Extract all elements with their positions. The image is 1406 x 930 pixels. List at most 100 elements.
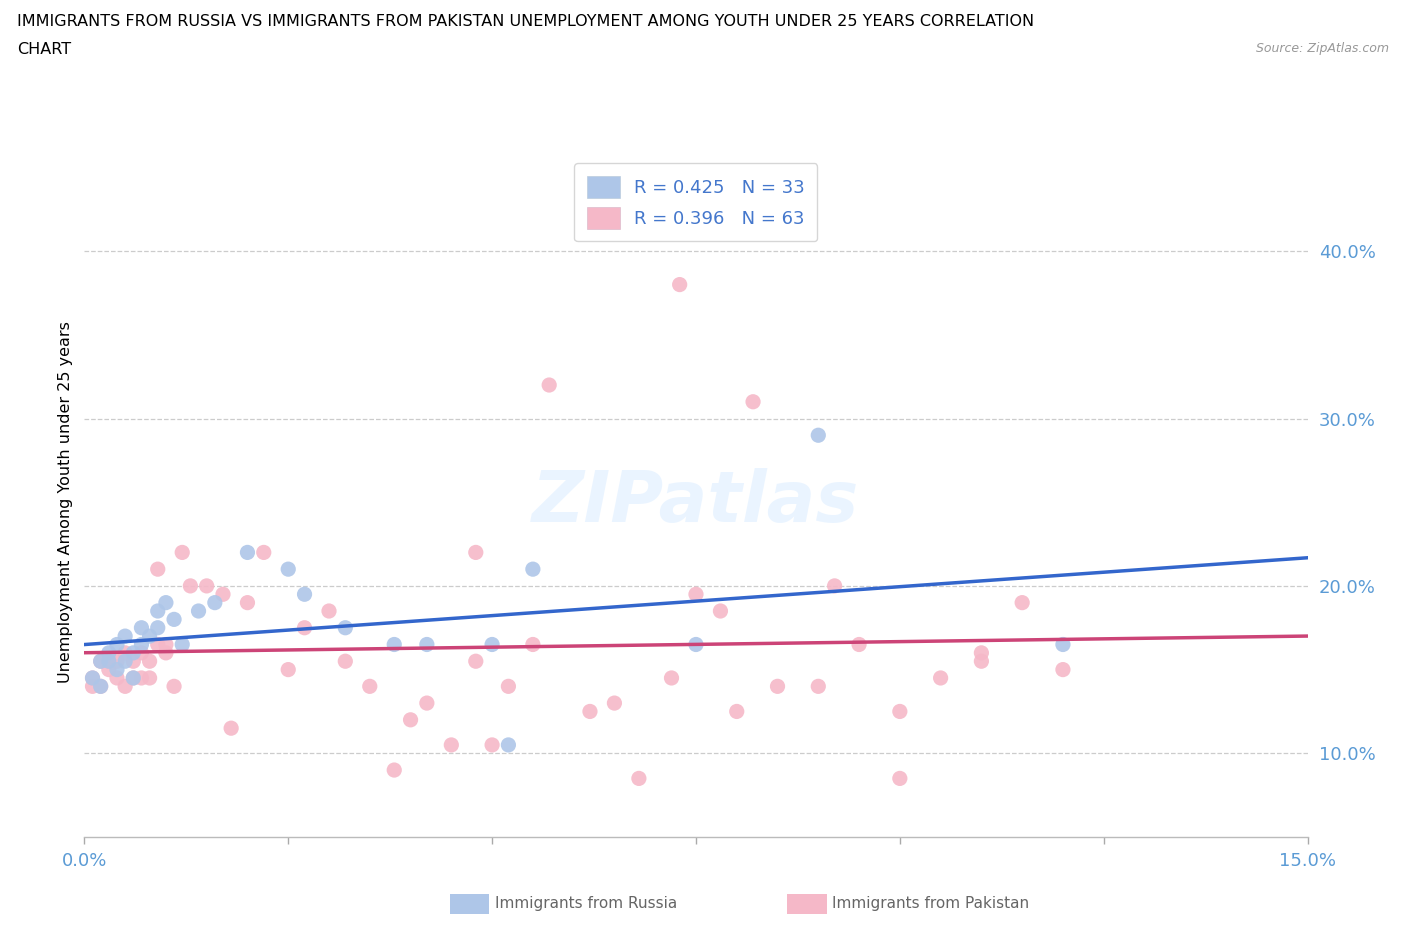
Point: [661, 671, 683, 685]
Text: Source: ZipAtlas.com: Source: ZipAtlas.com: [1256, 42, 1389, 55]
Point: [82, 671, 104, 685]
Point: [204, 595, 226, 610]
Point: [163, 612, 186, 627]
Point: [522, 637, 544, 652]
Point: [90, 654, 112, 669]
Point: [90, 679, 112, 694]
Point: [294, 587, 316, 602]
Point: [138, 654, 160, 669]
Point: [131, 620, 153, 635]
Point: [105, 662, 128, 677]
Point: [90, 679, 112, 694]
Point: [146, 604, 169, 618]
Point: [481, 637, 503, 652]
Point: [187, 604, 209, 618]
Point: [105, 671, 128, 685]
Point: [172, 637, 194, 652]
Point: [318, 604, 340, 618]
Point: [97, 645, 120, 660]
Point: [627, 771, 650, 786]
Text: Immigrants from Pakistan: Immigrants from Pakistan: [832, 897, 1029, 911]
Point: [131, 637, 153, 652]
Point: [114, 679, 136, 694]
Point: [709, 604, 731, 618]
Point: [277, 662, 299, 677]
Point: [498, 679, 520, 694]
Point: [155, 645, 177, 660]
Point: [1052, 662, 1074, 677]
Point: [668, 277, 690, 292]
Point: [131, 671, 153, 685]
Point: [685, 587, 707, 602]
Point: [416, 637, 439, 652]
Point: [464, 654, 486, 669]
Point: [82, 671, 104, 685]
Point: [146, 562, 169, 577]
Point: [522, 562, 544, 577]
Point: [416, 696, 439, 711]
Point: [122, 654, 145, 669]
Point: [277, 562, 299, 577]
Point: [155, 637, 177, 652]
Point: [146, 620, 169, 635]
Point: [122, 671, 145, 685]
Point: [889, 704, 911, 719]
Point: [155, 595, 177, 610]
Point: [253, 545, 276, 560]
Point: [90, 654, 112, 669]
Point: [212, 587, 235, 602]
Point: [138, 671, 160, 685]
Point: [122, 645, 145, 660]
Point: [179, 578, 201, 593]
Point: [685, 637, 707, 652]
Point: [97, 654, 120, 669]
Point: [82, 679, 104, 694]
Point: [105, 654, 128, 669]
Point: [97, 654, 120, 669]
Point: [970, 645, 993, 660]
Point: [359, 679, 381, 694]
Point: [219, 721, 242, 736]
Point: [929, 671, 952, 685]
Point: [807, 679, 830, 694]
Point: [848, 637, 870, 652]
Point: [138, 629, 160, 644]
Point: [742, 394, 765, 409]
Point: [538, 378, 561, 392]
Text: ZIPatlas: ZIPatlas: [533, 468, 859, 537]
Point: [294, 620, 316, 635]
Point: [114, 654, 136, 669]
Legend: R = 0.425   N = 33, R = 0.396   N = 63: R = 0.425 N = 33, R = 0.396 N = 63: [575, 163, 817, 242]
Point: [399, 712, 422, 727]
Point: [824, 578, 846, 593]
Point: [236, 545, 259, 560]
Point: [1011, 595, 1033, 610]
Point: [131, 645, 153, 660]
Point: [603, 696, 626, 711]
Y-axis label: Unemployment Among Youth under 25 years: Unemployment Among Youth under 25 years: [58, 321, 73, 684]
Point: [970, 654, 993, 669]
Point: [195, 578, 218, 593]
Point: [114, 645, 136, 660]
Point: [725, 704, 748, 719]
Point: [498, 737, 520, 752]
Point: [335, 620, 357, 635]
Point: [146, 637, 169, 652]
Point: [163, 679, 186, 694]
Point: [440, 737, 463, 752]
Point: [464, 545, 486, 560]
Point: [382, 763, 405, 777]
Point: [579, 704, 602, 719]
Point: [172, 545, 194, 560]
Text: IMMIGRANTS FROM RUSSIA VS IMMIGRANTS FROM PAKISTAN UNEMPLOYMENT AMONG YOUTH UNDE: IMMIGRANTS FROM RUSSIA VS IMMIGRANTS FRO…: [17, 14, 1033, 29]
Point: [807, 428, 830, 443]
Point: [236, 595, 259, 610]
Point: [335, 654, 357, 669]
Point: [105, 637, 128, 652]
Point: [97, 662, 120, 677]
Point: [481, 737, 503, 752]
Point: [114, 629, 136, 644]
Text: Immigrants from Russia: Immigrants from Russia: [495, 897, 678, 911]
Point: [382, 637, 405, 652]
Point: [122, 671, 145, 685]
